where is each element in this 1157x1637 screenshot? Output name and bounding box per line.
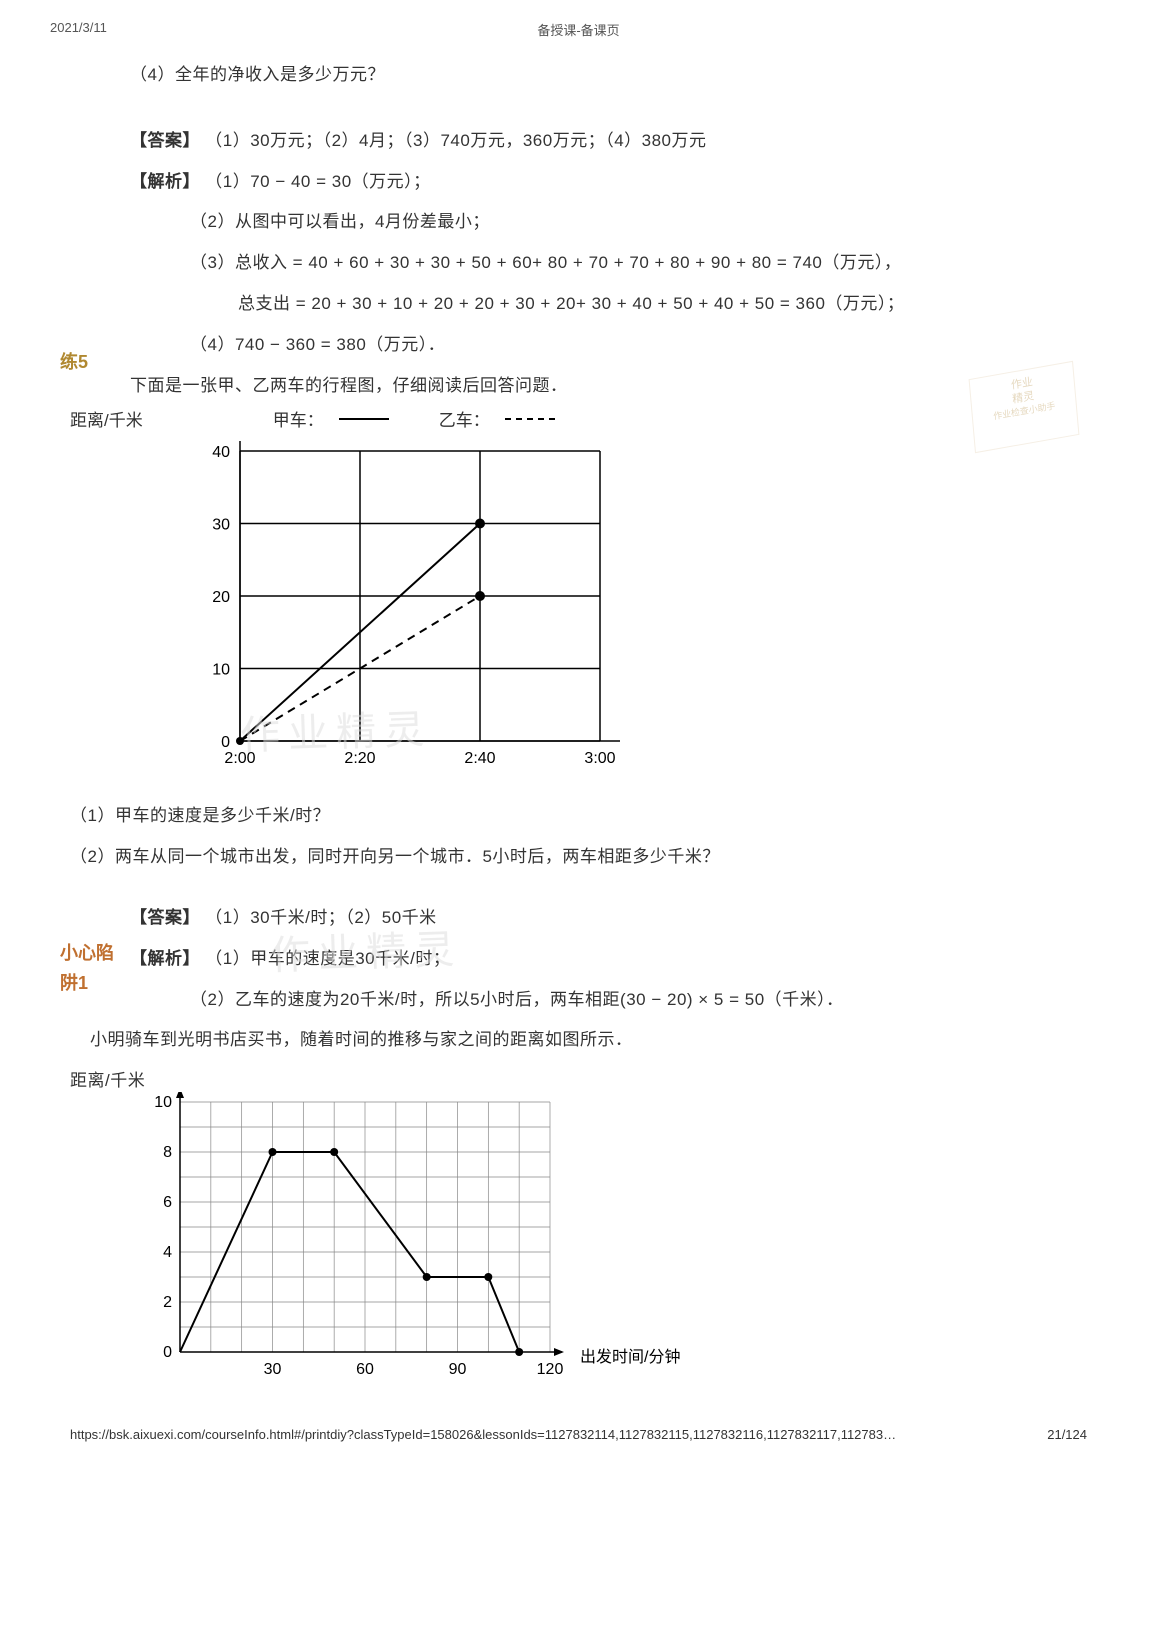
exercise-5-label: 练5 bbox=[60, 348, 88, 374]
answer-block-1: 【答案】 （1）30万元；（2）4月；（3）740万元，360万元；（4）380… bbox=[130, 121, 1097, 162]
page: 2021/3/11 备授课-备课页 （4）全年的净收入是多少万元？ 【答案】 （… bbox=[0, 0, 1157, 1462]
trap-label-2: 阱1 bbox=[60, 969, 88, 995]
ex5-ana1: （1）甲车的速度是30千米/时； bbox=[205, 949, 450, 968]
header-date: 2021/3/11 bbox=[50, 20, 107, 35]
chart1-legend-b-label: 乙车： bbox=[439, 406, 490, 431]
svg-text:6: 6 bbox=[163, 1194, 172, 1211]
svg-text:90: 90 bbox=[449, 1361, 467, 1378]
trap-intro: 小明骑车到光明书店买书，随着时间的推移与家之间的距离如图所示． bbox=[90, 1020, 1097, 1061]
svg-text:3:00: 3:00 bbox=[584, 750, 615, 767]
svg-text:40: 40 bbox=[212, 444, 230, 461]
chart1-svg: 0102030402:002:202:403:00时间 bbox=[190, 441, 650, 781]
ex5-q2: （2）两车从同一个城市出发，同时开向另一个城市．5小时后，两车相距多少千米？ bbox=[70, 837, 1097, 878]
svg-text:2:20: 2:20 bbox=[344, 750, 375, 767]
ex5-analysis-row: 【解析】 （1）甲车的速度是30千米/时； bbox=[130, 939, 1097, 980]
chart1-legend-a-label: 甲车： bbox=[273, 406, 324, 431]
analysis-3: （3）总收入 = 40 + 60 + 30 + 30 + 50 + 60+ 80… bbox=[190, 243, 1097, 284]
svg-text:30: 30 bbox=[212, 517, 230, 534]
ex5-answer: （1）30千米/时；（2）50千米 bbox=[205, 908, 436, 927]
footer-page: 21/124 bbox=[1047, 1427, 1087, 1442]
analysis-line-1: 【解析】 （1）70 − 40 = 30（万元）； bbox=[130, 162, 1097, 203]
trap-label-1: 小心陷 bbox=[60, 939, 114, 965]
analysis-1: （1）70 − 40 = 30（万元）； bbox=[205, 172, 430, 191]
svg-text:0: 0 bbox=[163, 1344, 172, 1361]
chart1-container: 0102030402:002:202:403:00时间 bbox=[190, 441, 1097, 786]
chart1-header: 距离/千米 甲车： 乙车： bbox=[70, 406, 1097, 431]
ex5-q1: （1）甲车的速度是多少千米/时？ bbox=[70, 796, 1097, 837]
analysis-2: （2）从图中可以看出，4月份差最小； bbox=[190, 202, 1097, 243]
answer-label: 【答案】 bbox=[130, 131, 200, 150]
svg-text:出发时间/分钟: 出发时间/分钟 bbox=[580, 1348, 680, 1366]
analysis-4: （4）740 − 360 = 380（万元）． bbox=[190, 325, 1097, 366]
svg-text:20: 20 bbox=[212, 589, 230, 606]
solid-line-icon bbox=[339, 418, 389, 420]
ex5-ana2: （2）乙车的速度为20千米/时，所以5小时后，两车相距(30 − 20) × 5… bbox=[190, 980, 1097, 1021]
ex5-answer-row: 【答案】 （1）30千米/时；（2）50千米 bbox=[130, 898, 1097, 939]
svg-text:2: 2 bbox=[163, 1294, 172, 1311]
header-title: 备授课-备课页 bbox=[537, 20, 619, 39]
svg-text:30: 30 bbox=[264, 1361, 282, 1378]
svg-text:10: 10 bbox=[154, 1094, 172, 1111]
answer-text: （1）30万元；（2）4月；（3）740万元，360万元；（4）380万元 bbox=[205, 131, 706, 150]
svg-text:0: 0 bbox=[221, 734, 230, 751]
ex5-intro: 下面是一张甲、乙两车的行程图，仔细阅读后回答问题． bbox=[130, 366, 1097, 407]
analysis-3b: 总支出 = 20 + 30 + 10 + 20 + 20 + 30 + 20+ … bbox=[238, 284, 1097, 325]
chart2-container: 0 2 4 6 8 10 30 60 90 120 出发时间/分钟 bbox=[140, 1092, 1097, 1387]
chart1-ylabel: 距离/千米 bbox=[70, 406, 143, 431]
exercise-5-block: 下面是一张甲、乙两车的行程图，仔细阅读后回答问题． 距离/千米 甲车： 乙车： … bbox=[130, 366, 1097, 1021]
dashed-line-icon bbox=[505, 418, 555, 420]
analysis-label-2: 【解析】 bbox=[130, 949, 200, 968]
chart2-svg: 0 2 4 6 8 10 30 60 90 120 出发时间/分钟 bbox=[140, 1092, 680, 1382]
page-footer: https://bsk.aixuexi.com/courseInfo.html#… bbox=[60, 1427, 1097, 1442]
content-body: （4）全年的净收入是多少万元？ 【答案】 （1）30万元；（2）4月；（3）74… bbox=[130, 55, 1097, 366]
svg-text:2:00: 2:00 bbox=[224, 750, 255, 767]
svg-text:4: 4 bbox=[163, 1244, 172, 1261]
svg-text:10: 10 bbox=[212, 662, 230, 679]
page-header: 2021/3/11 备授课-备课页 bbox=[60, 20, 1097, 35]
svg-text:2:40: 2:40 bbox=[464, 750, 495, 767]
svg-text:120: 120 bbox=[537, 1361, 564, 1378]
analysis-label: 【解析】 bbox=[130, 172, 200, 191]
svg-text:60: 60 bbox=[356, 1361, 374, 1378]
answer-label-2: 【答案】 bbox=[130, 908, 200, 927]
trap-block: 小明骑车到光明书店买书，随着时间的推移与家之间的距离如图所示． 距离/千米 02… bbox=[130, 1020, 1097, 1387]
question-4: （4）全年的净收入是多少万元？ bbox=[130, 55, 1097, 96]
footer-url: https://bsk.aixuexi.com/courseInfo.html#… bbox=[70, 1427, 896, 1442]
svg-text:8: 8 bbox=[163, 1144, 172, 1161]
